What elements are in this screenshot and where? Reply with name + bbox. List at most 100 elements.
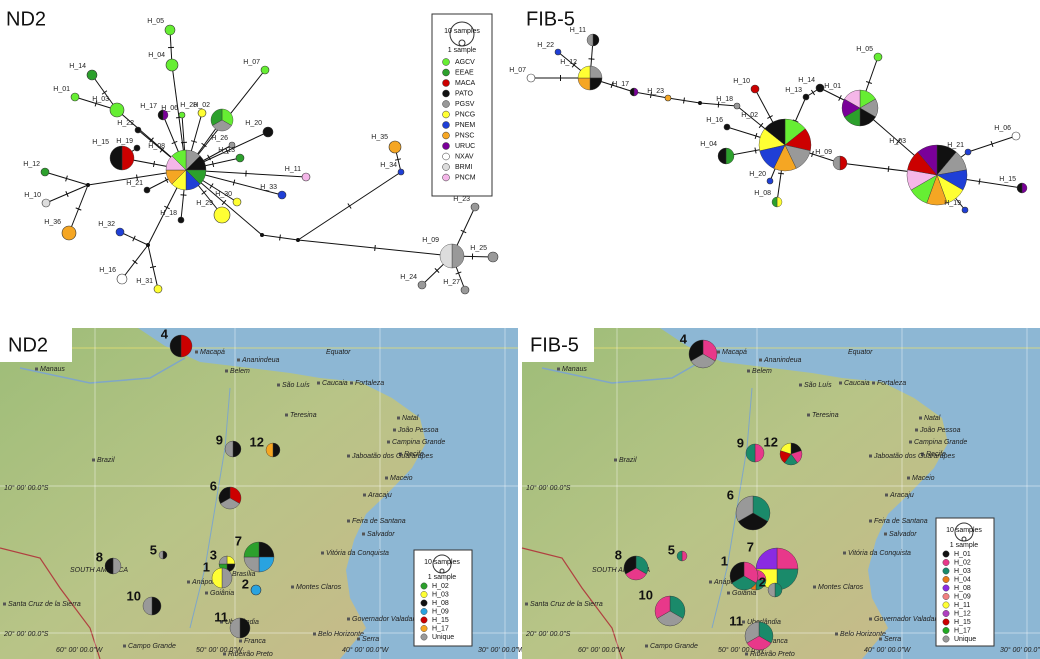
legend-size: [458, 39, 466, 47]
pie-slice: [766, 177, 774, 185]
pie-slice: [656, 610, 684, 627]
mutation-tick: [171, 140, 178, 145]
pie-slice: [964, 148, 972, 156]
node-label: H_17: [612, 81, 629, 88]
site-label: 7: [747, 539, 754, 554]
haplotype-node: [771, 196, 783, 208]
city-marker: [205, 591, 208, 595]
legend-swatch: [420, 591, 428, 598]
legend-swatch: [942, 593, 950, 600]
mutation-tick: [132, 259, 138, 265]
mutation-tick: [434, 267, 440, 274]
pie-slice: [229, 617, 241, 639]
pie-slice: [771, 196, 778, 208]
city-marker: [347, 454, 350, 458]
place-label: Belo Horizonte: [318, 631, 364, 638]
mutation-tick: [75, 207, 82, 211]
region-label: SOUTH AMERICA: [70, 567, 128, 574]
land: [0, 328, 426, 659]
node-label: H_22: [537, 42, 554, 49]
site-pie: [229, 617, 251, 639]
pie-slice: [654, 595, 671, 619]
pie-slice: [702, 339, 718, 362]
place-label: Brazil: [619, 457, 637, 464]
site-label: 10: [639, 587, 653, 602]
city-marker: [747, 369, 750, 373]
city-marker: [884, 532, 887, 536]
place-label: Feira de Santana: [352, 518, 406, 525]
city-marker: [3, 602, 6, 606]
legend-label: H_09: [432, 608, 449, 615]
pie-slice: [733, 102, 741, 110]
haplotype-node: [577, 65, 603, 91]
city-marker: [813, 585, 816, 589]
place-label: Vitória da Conquista: [326, 550, 389, 557]
haplotype-node: [460, 285, 470, 295]
border: [521, 547, 623, 659]
city-marker: [387, 440, 390, 444]
pie-slice: [61, 225, 77, 241]
pie-slice: [758, 621, 774, 644]
node-label: H_24: [400, 274, 417, 281]
haplotype-node: [277, 190, 287, 200]
mutation-tick: [811, 150, 814, 158]
pie-slice: [815, 83, 825, 93]
pie-slice: [1016, 182, 1023, 194]
place-label: Franca: [244, 638, 266, 645]
site-pie: [676, 550, 688, 562]
legend-swatch: [942, 576, 950, 583]
mutation-tick: [649, 91, 653, 99]
city-marker: [393, 428, 396, 432]
pie-slice: [961, 206, 969, 214]
city-marker: [921, 452, 924, 456]
place-label: Ananindeua: [241, 357, 279, 364]
place-label: Caucaia: [844, 380, 870, 387]
legend-swatch: [420, 625, 428, 632]
pie-slice: [460, 285, 470, 295]
place-label: Franca: [766, 638, 788, 645]
city-marker: [350, 381, 353, 385]
pie-slice: [40, 167, 50, 177]
fib5-network: H_22 H_11 H_07 H_12 H_17 H_23 H_18 H_10 H_13 H_14…: [509, 27, 1028, 214]
haplotype-node: [235, 153, 245, 163]
city-marker: [614, 458, 617, 462]
pie-slice: [844, 89, 861, 109]
node-label: H_18: [160, 210, 177, 217]
pie-slice: [743, 561, 759, 584]
city-marker: [727, 591, 730, 595]
haplotype-node: [487, 251, 499, 263]
node-label: H_03: [889, 138, 906, 145]
node-label: H_01: [824, 83, 841, 90]
place-label: Natal: [402, 415, 419, 422]
legend-label: MACA: [455, 80, 476, 87]
site-pie: [735, 495, 771, 531]
pie-slice: [1021, 182, 1028, 194]
graticule-label: 10° 00' 00.0"S: [526, 484, 571, 492]
border: [0, 547, 101, 659]
site-pie: [745, 443, 765, 463]
pie-slice: [169, 334, 182, 358]
pie-slice: [260, 65, 270, 75]
mutation-tick: [347, 203, 352, 209]
pie-slice: [301, 172, 311, 182]
pie-slice: [243, 541, 260, 558]
node-label: H_16: [99, 267, 116, 274]
pie-slice: [232, 197, 242, 207]
city-marker: [919, 416, 922, 420]
site-pie: [158, 550, 168, 560]
pie-slice: [729, 561, 745, 584]
pie-slice: [586, 33, 594, 47]
legend-swatch: [442, 68, 450, 77]
site-label: 7: [235, 533, 242, 548]
title-box: [522, 328, 594, 362]
city-marker: [717, 350, 720, 354]
pie-slice: [802, 93, 810, 101]
pie-slice: [221, 567, 233, 589]
site-label: 1: [203, 559, 210, 574]
pie-slice: [109, 102, 125, 118]
node-label: H_11: [285, 166, 301, 173]
legend-size-label: 10 samples: [424, 559, 460, 566]
node-label: H_25: [470, 245, 487, 252]
city-marker: [397, 416, 400, 420]
node-label: H_35: [371, 134, 388, 141]
